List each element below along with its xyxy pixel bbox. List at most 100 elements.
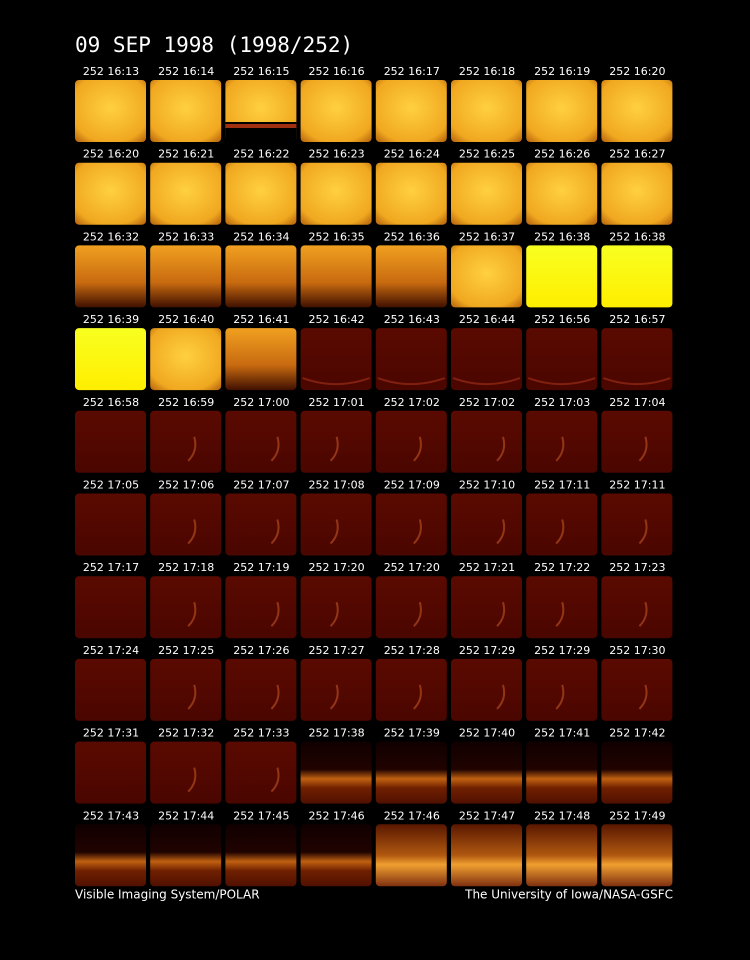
frame-label: 252 17:40: [459, 727, 515, 740]
frame-label: 252 17:22: [534, 561, 590, 574]
frame-image: [270, 436, 280, 462]
frame-label: 252 17:27: [308, 644, 364, 657]
frame-image: [638, 519, 648, 545]
frame-image: [187, 767, 197, 793]
frame-image: [225, 245, 297, 308]
frame-image: [150, 328, 222, 391]
frame-image: [638, 436, 648, 462]
frame-label: 252 16:34: [233, 230, 289, 243]
frame-image: [270, 684, 280, 710]
frame-image: [375, 658, 447, 721]
frame-image: [451, 245, 522, 308]
frame-label: 252 16:23: [308, 148, 364, 161]
frame-image: [225, 328, 297, 391]
frame-label: 252 16:19: [534, 65, 590, 78]
frame-label: 252 16:43: [384, 313, 440, 326]
frame-image: [638, 684, 648, 710]
frame-label: 252 16:13: [83, 65, 139, 78]
frame-label: 252 17:07: [233, 479, 289, 492]
frame-label: 252 17:43: [83, 809, 139, 822]
frame-image: [225, 124, 297, 128]
frame-label: 252 17:02: [459, 396, 515, 409]
frame-image: [75, 245, 146, 308]
frame-label: 252 16:20: [83, 148, 139, 161]
frame-label: 252 16:16: [308, 65, 364, 78]
frame-image: [601, 493, 673, 556]
frame-label: 252 16:40: [158, 313, 214, 326]
frame-label: 252 17:29: [459, 644, 515, 657]
frame-image: [601, 410, 673, 473]
frame-image: [270, 767, 280, 793]
frame-label: 252 17:17: [83, 561, 139, 574]
frame-image: [300, 162, 372, 225]
frame-image: [555, 684, 565, 710]
frame-label: 252 17:20: [308, 561, 364, 574]
frame-image: [300, 824, 372, 887]
frame-label: 252 17:21: [459, 561, 515, 574]
frame-image: [555, 519, 565, 545]
frame-label: 252 17:48: [534, 809, 590, 822]
frame-image: [300, 658, 372, 721]
frame-image: [150, 493, 222, 556]
frame-label: 252 16:20: [609, 65, 665, 78]
frame-image: [377, 377, 446, 386]
frame-label: 252 16:35: [308, 230, 364, 243]
frame-image: [526, 410, 598, 473]
frame-image: [150, 741, 222, 804]
frame-label: 252 16:59: [158, 396, 214, 409]
frame-image: [496, 519, 506, 545]
frame-image: [375, 576, 447, 639]
frame-image: [270, 519, 280, 545]
frame-image: [601, 576, 673, 639]
frame-image: [75, 80, 146, 142]
frame-image: [526, 741, 598, 804]
frame-image: [375, 824, 447, 887]
frame-label: 252 16:17: [384, 65, 440, 78]
frame-image: [375, 162, 447, 225]
frame-image: [601, 741, 673, 804]
frame-image: [452, 377, 521, 386]
frame-label: 252 16:24: [384, 148, 440, 161]
frame-image: [150, 80, 222, 142]
frame-label: 252 17:25: [158, 644, 214, 657]
frame-label: 252 16:36: [384, 230, 440, 243]
frame-image: [375, 493, 447, 556]
frame-image: [375, 80, 447, 142]
frame-image: [413, 601, 422, 627]
footer-left: Visible Imaging System/POLAR: [75, 888, 260, 902]
frame-label: 252 17:46: [308, 809, 364, 822]
frame-image: [187, 601, 197, 627]
frame-image: [451, 410, 522, 473]
frame-image: [526, 658, 598, 721]
frame-image: [451, 493, 522, 556]
frame-image: [329, 519, 339, 545]
frame-image: [496, 601, 506, 627]
frame-image: [555, 436, 565, 462]
frame-label: 252 16:41: [233, 313, 289, 326]
frame-image: [225, 493, 297, 556]
frame-image: [601, 80, 673, 142]
frame-label: 252 17:39: [384, 727, 440, 740]
frame-label: 252 16:15: [233, 65, 289, 78]
frame-label: 252 17:03: [534, 396, 590, 409]
frame-image: [150, 162, 222, 225]
frame-label: 252 17:02: [384, 396, 440, 409]
frame-image: [375, 328, 447, 391]
frame-image: [603, 377, 671, 386]
frame-label: 252 17:11: [534, 479, 590, 492]
frame-label: 252 17:32: [158, 727, 214, 740]
frame-label: 252 17:26: [233, 644, 289, 657]
frame-image: [150, 245, 222, 308]
frame-label: 252 16:38: [534, 230, 590, 243]
frame-label: 252 16:22: [233, 148, 289, 161]
frame-image: [225, 658, 297, 721]
frame-image: [75, 410, 146, 473]
frame-image: [300, 576, 372, 639]
frame-image: [225, 576, 297, 639]
title: 09 SEP 1998 (1998/252): [75, 33, 353, 57]
frame-label: 252 17:33: [233, 727, 289, 740]
frame-label: 252 16:14: [158, 65, 214, 78]
frame-image: [75, 658, 146, 721]
footer-right: The University of Iowa/NASA-GSFC: [464, 888, 673, 902]
frame-label: 252 17:08: [308, 479, 364, 492]
